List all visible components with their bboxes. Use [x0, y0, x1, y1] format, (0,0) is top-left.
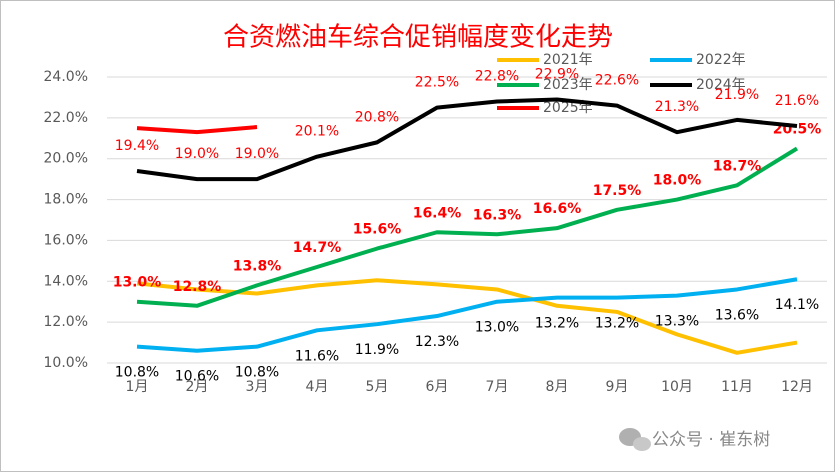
data-label: 20.1% [295, 124, 339, 140]
data-label: 13.0% [113, 275, 162, 291]
data-label: 22.5% [415, 75, 459, 91]
data-label: 11.6% [295, 348, 339, 364]
data-label: 14.7% [293, 240, 342, 256]
data-label: 20.8% [355, 109, 399, 125]
y-tick-label: 20.0% [44, 151, 88, 167]
x-tick-label: 2月 [186, 379, 209, 395]
data-label: 21.3% [655, 99, 699, 115]
data-label: 13.8% [233, 258, 282, 274]
data-label: 22.6% [595, 73, 639, 89]
watermark: 公众号 · 崔东树 [652, 430, 770, 450]
x-tick-label: 1月 [126, 379, 149, 395]
x-tick-label: 7月 [486, 379, 509, 395]
chart-title: 合资燃油车综合促销幅度变化走势 [223, 23, 613, 53]
data-label: 14.1% [775, 297, 819, 313]
data-label: 18.0% [653, 173, 702, 189]
y-tick-label: 16.0% [44, 232, 88, 248]
series-line [136, 146, 799, 308]
data-label: 13.2% [595, 316, 639, 332]
x-tick-label: 11月 [721, 379, 753, 395]
legend-label: 2025年 [543, 100, 593, 116]
y-tick-label: 18.0% [44, 192, 88, 208]
data-label: 16.3% [473, 207, 522, 223]
y-tick-label: 22.0% [44, 110, 88, 126]
data-label: 19.0% [235, 146, 279, 162]
data-label: 13.3% [655, 314, 699, 330]
data-label: 12.3% [415, 334, 459, 350]
data-label: 13.2% [535, 316, 579, 332]
data-label: 21.9% [715, 87, 759, 103]
y-tick-label: 14.0% [44, 273, 88, 289]
series-line [136, 97, 798, 182]
data-label: 12.8% [173, 279, 222, 295]
data-label: 10.6% [175, 369, 219, 385]
y-tick-label: 12.0% [44, 314, 88, 330]
watermark-icon [619, 428, 651, 451]
x-tick-label: 9月 [606, 379, 629, 395]
data-label: 10.8% [115, 365, 159, 381]
x-tick-label: 4月 [306, 379, 329, 395]
data-label: 22.9% [535, 66, 579, 82]
data-label: 18.7% [713, 158, 762, 174]
data-label: 13.6% [715, 307, 759, 323]
data-label: 15.6% [353, 222, 402, 238]
data-label: 19.0% [175, 146, 219, 162]
y-tick-label: 24.0% [44, 69, 88, 85]
legend-label: 2023年 [543, 77, 593, 93]
series-line [136, 277, 798, 353]
data-label: 17.5% [593, 183, 642, 199]
data-label: 19.4% [115, 138, 159, 154]
x-tick-label: 10月 [661, 379, 693, 395]
data-label: 16.6% [533, 201, 582, 217]
data-label: 16.4% [413, 205, 462, 221]
y-tick-label: 10.0% [44, 355, 88, 371]
x-tick-label: 3月 [246, 379, 269, 395]
data-label: 21.6% [775, 93, 819, 109]
series-line [136, 125, 258, 135]
data-label: 13.0% [475, 320, 519, 336]
x-tick-label: 5月 [366, 379, 389, 395]
data-label: 22.8% [475, 69, 519, 85]
data-label: 11.9% [355, 342, 399, 358]
x-tick-label: 12月 [781, 379, 813, 395]
x-tick-label: 6月 [426, 379, 449, 395]
x-tick-label: 8月 [546, 379, 569, 395]
legend-label: 2024年 [696, 77, 746, 93]
data-label: 10.8% [235, 365, 279, 381]
legend-label: 2021年 [543, 52, 593, 68]
series-line [136, 278, 798, 355]
legend-label: 2022年 [696, 52, 746, 68]
